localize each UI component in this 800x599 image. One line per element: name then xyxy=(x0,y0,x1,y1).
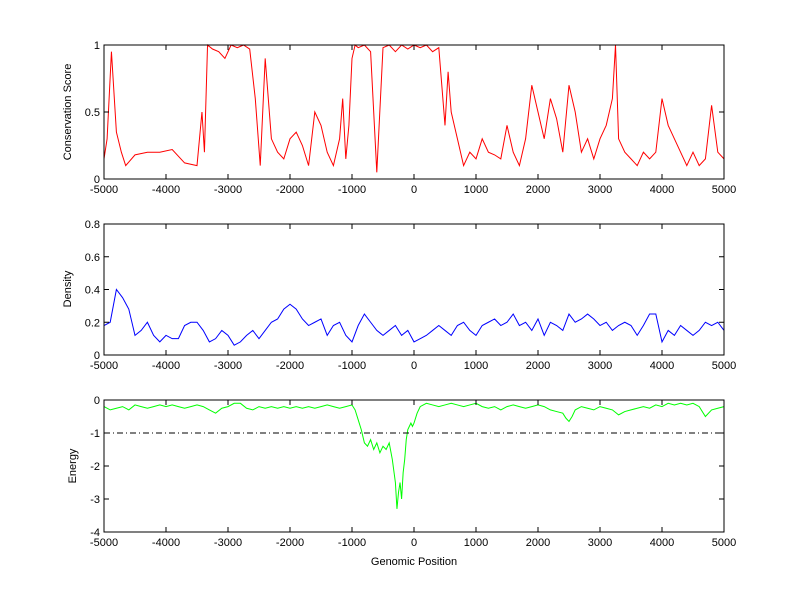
energy-y-tick-label: -2 xyxy=(90,461,100,473)
energy-x-tick-label: 1000 xyxy=(464,537,488,549)
energy-x-tick-label: -2000 xyxy=(276,537,304,549)
density-ylabel: Density xyxy=(62,270,74,307)
density-x-tick-label: -3000 xyxy=(214,360,242,372)
conservation-x-tick-label: -5000 xyxy=(90,184,118,196)
conservation-x-tick-label: 2000 xyxy=(526,184,550,196)
conservation-panel: Conservation Score -5000 -4000 -3000 -2000 -… xyxy=(62,40,736,196)
conservation-x-tick-label: 3000 xyxy=(588,184,612,196)
conservation-x-tick-label: 1000 xyxy=(464,184,488,196)
conservation-x-tick-label: -3000 xyxy=(214,184,242,196)
energy-x-tick-label: 2000 xyxy=(526,537,550,549)
density-x-tick-label: 5000 xyxy=(712,360,736,372)
energy-y-tick-label: -3 xyxy=(90,494,100,506)
energy-y-tick-label: -1 xyxy=(90,428,100,440)
density-y-tick-label: 0.6 xyxy=(85,252,100,264)
density-x-tick-label: -1000 xyxy=(338,360,366,372)
density-x-tick-label: 3000 xyxy=(588,360,612,372)
conservation-series-line xyxy=(103,43,725,173)
conservation-ylabel: Conservation Score xyxy=(62,64,74,161)
energy-x-tick-label: 0 xyxy=(411,537,417,549)
energy-x-tick-label: -4000 xyxy=(152,537,180,549)
energy-panel: Energy Genomic Position -5000 -4000 -3000 -… xyxy=(67,395,736,568)
energy-y-tick-label: -4 xyxy=(90,527,100,539)
conservation-x-tick-label: -2000 xyxy=(276,184,304,196)
energy-series-line xyxy=(103,402,725,509)
density-x-tick-label: -4000 xyxy=(152,360,180,372)
conservation-y-tick-label: 0.5 xyxy=(85,107,100,119)
density-y-tick-label: 0 xyxy=(94,350,100,362)
energy-x-tick-label: -5000 xyxy=(90,537,118,549)
density-panel: Density -5000 -4000 -3000 -2000 -1000 0 1000 20… xyxy=(62,219,736,372)
density-x-tick-label: -2000 xyxy=(276,360,304,372)
density-x-tick-label: 4000 xyxy=(650,360,674,372)
conservation-x-tick-label: -4000 xyxy=(152,184,180,196)
density-y-tick-label: 0.2 xyxy=(85,317,100,329)
energy-x-tick-label: -3000 xyxy=(214,537,242,549)
energy-y-tick-label: 0 xyxy=(94,395,100,407)
conservation-x-tick-label: 0 xyxy=(411,184,417,196)
conservation-x-tick-label: -1000 xyxy=(338,184,366,196)
energy-x-tick-label: 3000 xyxy=(588,537,612,549)
conservation-x-tick-label: 4000 xyxy=(650,184,674,196)
density-series-line xyxy=(103,288,725,346)
density-x-tick-label: -5000 xyxy=(90,360,118,372)
density-x-tick-label: 0 xyxy=(411,360,417,372)
energy-xlabel: Genomic Position xyxy=(371,556,457,568)
density-y-tick-label: 0.8 xyxy=(85,219,100,231)
energy-x-tick-label: 4000 xyxy=(650,537,674,549)
energy-ylabel: Energy xyxy=(67,448,79,483)
conservation-y-tick-label: 0 xyxy=(94,174,100,186)
energy-x-tick-label: 5000 xyxy=(712,537,736,549)
density-x-tick-label: 1000 xyxy=(464,360,488,372)
density-y-tick-label: 0.4 xyxy=(85,285,100,297)
conservation-y-tick-label: 1 xyxy=(94,40,100,52)
density-x-tick-label: 2000 xyxy=(526,360,550,372)
conservation-x-tick-label: 5000 xyxy=(712,184,736,196)
energy-x-tick-label: -1000 xyxy=(338,537,366,549)
